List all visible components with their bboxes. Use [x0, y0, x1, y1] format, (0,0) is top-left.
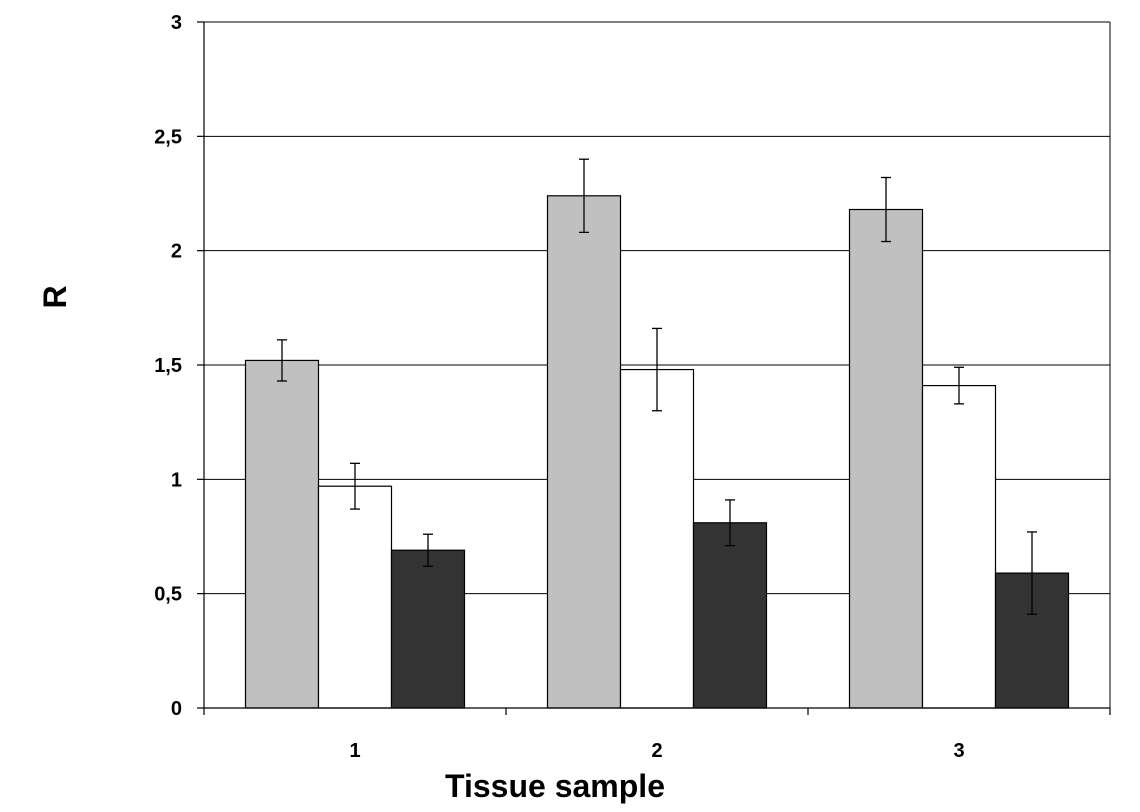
bar: [319, 486, 392, 708]
bar: [850, 210, 923, 708]
y-tick-label: 2: [171, 241, 182, 263]
y-tick-label: 0: [171, 698, 182, 720]
x-axis-title: Tissue sample: [445, 768, 665, 804]
bar: [246, 360, 319, 708]
y-tick-label: 1: [171, 469, 182, 491]
y-tick-label: 3: [171, 12, 182, 34]
y-axis-title: R: [37, 285, 73, 308]
y-tick-label: 1,5: [154, 355, 182, 377]
x-tick-label: 1: [349, 740, 360, 762]
bar: [923, 386, 996, 708]
y-tick-label: 0,5: [154, 584, 182, 606]
bars: [246, 159, 1069, 708]
bar: [392, 550, 465, 708]
x-tick-label: 2: [651, 740, 662, 762]
bar: [621, 370, 694, 708]
x-tick-label: 3: [953, 740, 964, 762]
y-tick-label: 2,5: [154, 126, 182, 148]
bar: [694, 523, 767, 708]
bar: [548, 196, 621, 708]
